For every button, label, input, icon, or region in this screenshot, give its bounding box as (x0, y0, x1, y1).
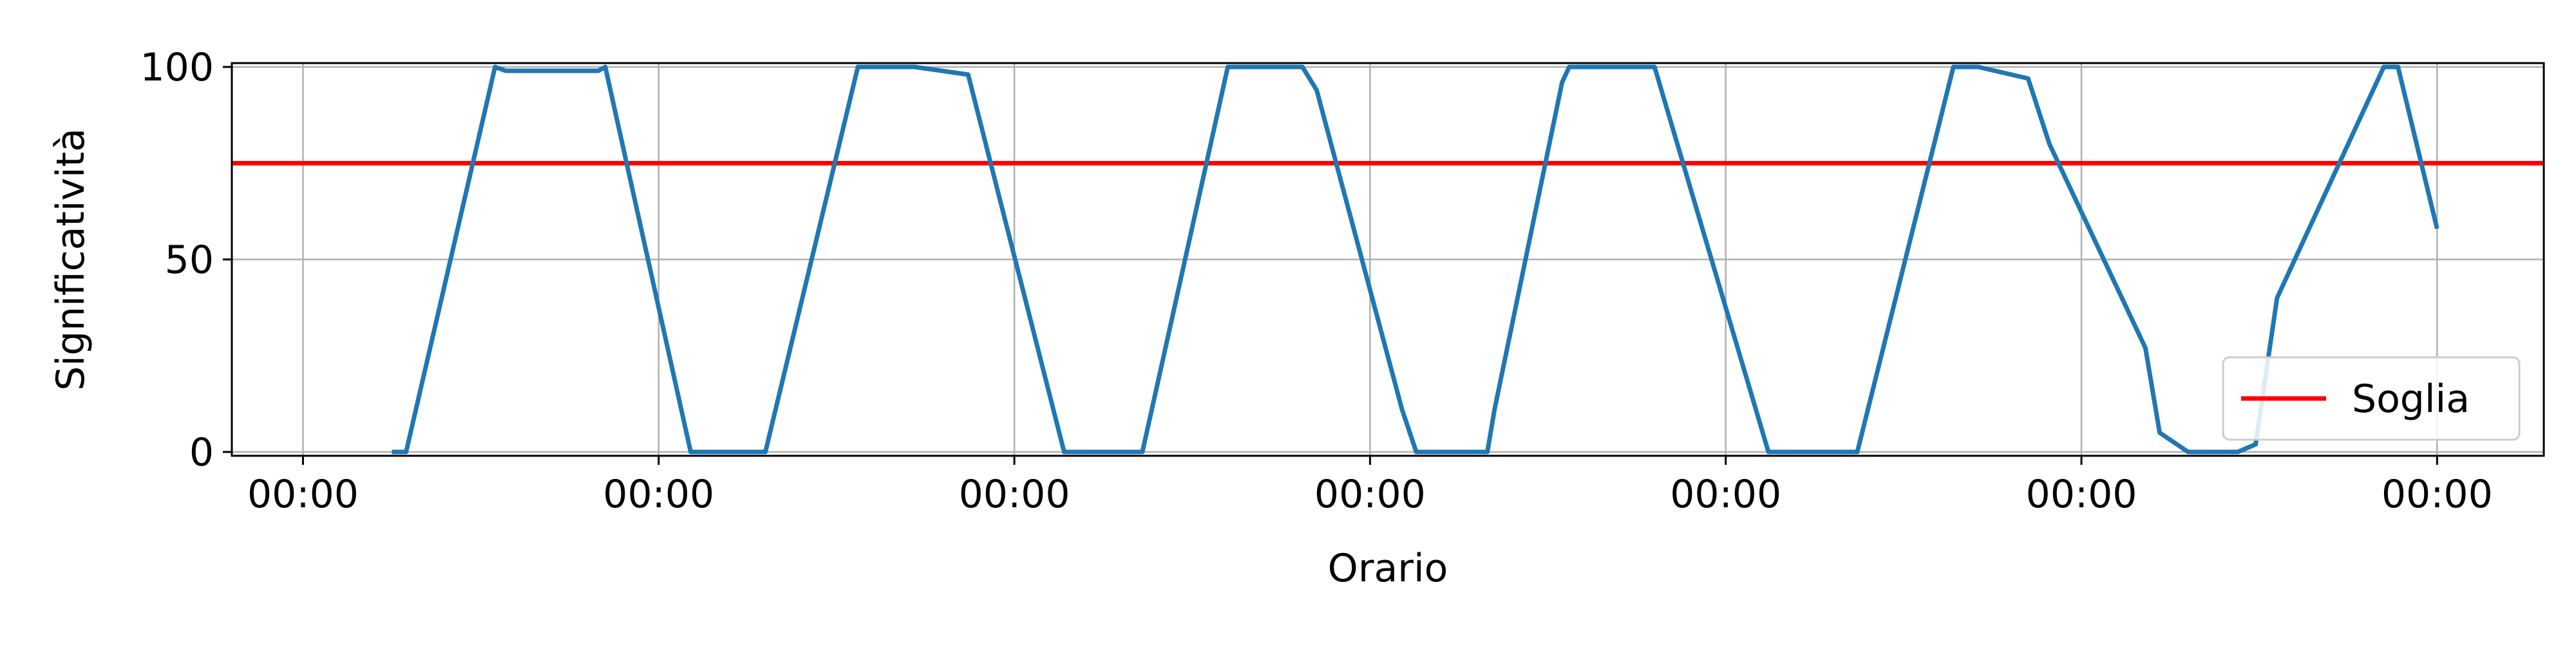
y-tick-label: 100 (140, 45, 214, 90)
x-tick-label: 00:00 (603, 472, 714, 517)
x-tick-label: 00:00 (2382, 472, 2493, 517)
x-tick-label: 00:00 (959, 472, 1070, 517)
y-tick-label: 50 (165, 238, 214, 283)
legend-box (2222, 356, 2521, 441)
x-tick-label: 00:00 (247, 472, 359, 517)
x-axis-label: Orario (1328, 546, 1448, 591)
axes: 00:00 00:00 00:00 00:00 00:00 00:00 00:00 0 50 10… (140, 45, 2492, 517)
x-tick-label: 00:00 (1670, 472, 1781, 517)
y-axis-label: Significatività (48, 128, 93, 391)
grid (232, 63, 2544, 456)
legend-label: Soglia (2352, 377, 2470, 422)
legend: Soglia (2222, 356, 2521, 441)
series-layer (392, 64, 2439, 455)
x-tick-label: 00:00 (2026, 472, 2137, 517)
y-tick-label: 0 (189, 430, 214, 475)
series-line (392, 64, 2439, 455)
x-tick-label: 00:00 (1314, 472, 1426, 517)
